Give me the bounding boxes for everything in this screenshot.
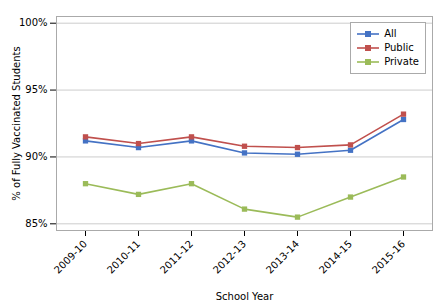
svg-text:% of Fully Vaccinated Students: % of Fully Vaccinated Students — [11, 46, 22, 200]
svg-text:School Year: School Year — [216, 291, 274, 302]
svg-text:2015-16: 2015-16 — [370, 238, 407, 275]
svg-text:2013-14: 2013-14 — [264, 238, 301, 275]
svg-text:2009-10: 2009-10 — [52, 238, 89, 275]
svg-text:90%: 90% — [25, 151, 47, 162]
svg-text:2010-11: 2010-11 — [105, 238, 142, 275]
html-text:Public: Public — [384, 42, 414, 53]
html-text:All: All — [384, 28, 397, 39]
html-text:Private: Private — [384, 56, 419, 67]
svg-text:2011-12: 2011-12 — [158, 238, 195, 275]
svg-text:2014-15: 2014-15 — [317, 238, 354, 275]
svg-text:2012-13: 2012-13 — [211, 238, 248, 275]
svg-text:95%: 95% — [25, 84, 47, 95]
svg-text:100%: 100% — [19, 17, 48, 28]
svg-text:85%: 85% — [25, 218, 47, 229]
